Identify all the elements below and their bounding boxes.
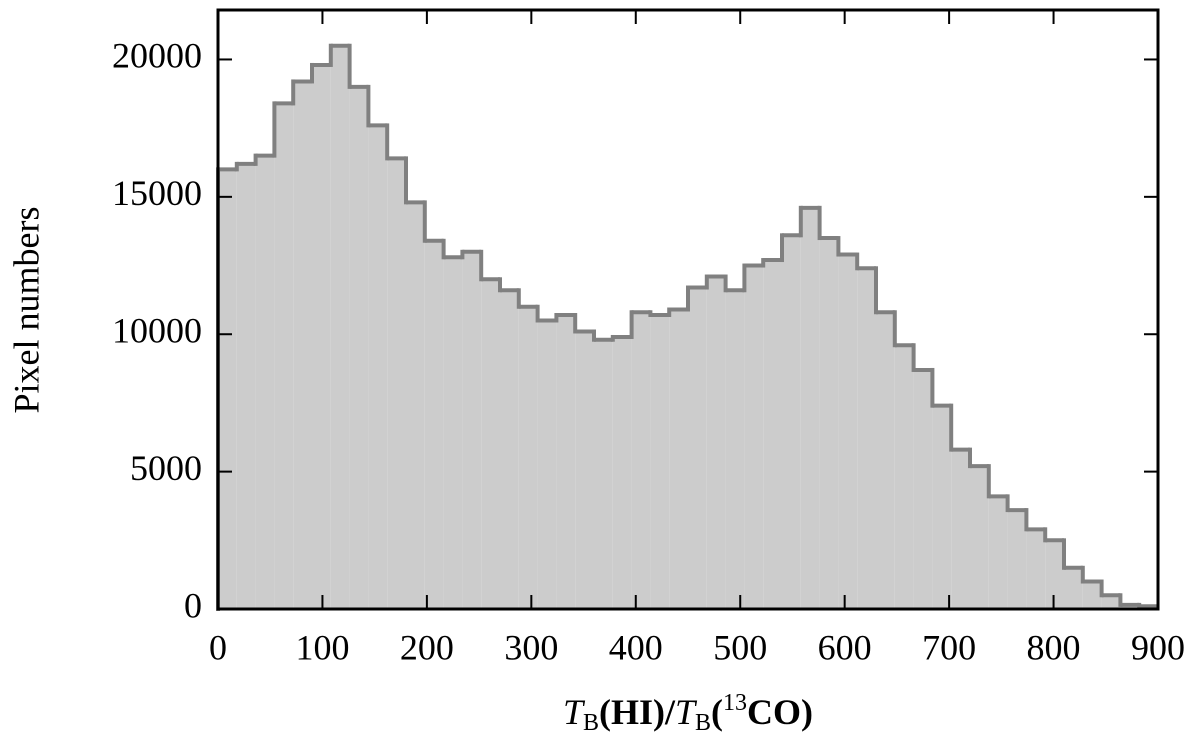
bar: [1045, 540, 1064, 609]
bar: [1082, 581, 1102, 609]
bar: [330, 45, 350, 609]
bar: [1007, 510, 1027, 609]
y-tick-label: 5000: [130, 448, 202, 488]
x-label-part: (: [711, 692, 723, 732]
x-tick-label: 700: [922, 627, 976, 667]
bar: [650, 314, 670, 609]
bar: [349, 86, 369, 609]
bar: [951, 449, 970, 609]
bar: [462, 251, 482, 610]
bar: [725, 290, 745, 609]
x-label-part: B: [695, 710, 711, 736]
x-tick-label: 400: [609, 627, 663, 667]
bar: [236, 163, 256, 609]
x-tick-label: 800: [1027, 627, 1081, 667]
bar: [894, 345, 914, 609]
bar: [500, 290, 519, 609]
bar: [481, 279, 500, 609]
bar: [255, 155, 275, 610]
bar: [575, 331, 594, 609]
x-tick-label: 900: [1131, 627, 1185, 667]
bar: [594, 339, 613, 609]
x-label-part: CO): [747, 692, 813, 732]
bar: [876, 312, 895, 609]
bar: [669, 309, 688, 609]
x-axis-label: TB(HI)/TB(13CO): [563, 690, 813, 736]
bar: [1026, 529, 1046, 609]
y-axis-label: Pixel numbers: [6, 207, 46, 414]
bar: [1120, 604, 1140, 609]
x-tick-label: 200: [400, 627, 454, 667]
bar: [631, 312, 651, 609]
bar: [1064, 567, 1083, 609]
x-label-part: B: [583, 710, 599, 736]
bar: [612, 336, 632, 609]
bar: [274, 103, 294, 609]
y-tick-label: 10000: [112, 310, 202, 350]
bar: [988, 496, 1008, 609]
bar: [424, 240, 444, 609]
y-tick-label: 20000: [112, 36, 202, 76]
bar: [312, 64, 331, 610]
x-label-part: (HI)/: [599, 692, 676, 732]
x-label-part: T: [563, 692, 586, 732]
bar: [218, 169, 237, 609]
x-tick-label: 300: [504, 627, 558, 667]
bar: [857, 268, 876, 609]
bar: [293, 81, 312, 609]
bar: [387, 158, 406, 609]
bar: [913, 369, 933, 609]
x-tick-label: 600: [818, 627, 872, 667]
x-tick-label: 0: [209, 627, 227, 667]
bar: [763, 260, 782, 609]
bar: [556, 314, 576, 609]
bar: [1101, 595, 1121, 609]
bar: [443, 257, 463, 609]
y-tick-label: 15000: [112, 173, 202, 213]
bar: [932, 405, 952, 609]
x-tick-label: 100: [295, 627, 349, 667]
bar: [744, 265, 764, 609]
x-label-part: 13: [723, 690, 747, 716]
bar: [368, 125, 388, 609]
x-tick-label: 500: [713, 627, 767, 667]
bar: [688, 287, 707, 609]
bar: [970, 466, 989, 609]
x-label-part: T: [675, 692, 698, 732]
plot-frame: [216, 8, 1160, 611]
bar: [406, 202, 425, 609]
bar: [518, 306, 538, 609]
bar: [537, 320, 557, 609]
bar: [706, 276, 726, 609]
bar: [782, 235, 801, 609]
bar: [800, 207, 820, 609]
y-tick-label: 0: [184, 585, 202, 625]
bar: [819, 238, 839, 609]
bar: [838, 254, 858, 609]
